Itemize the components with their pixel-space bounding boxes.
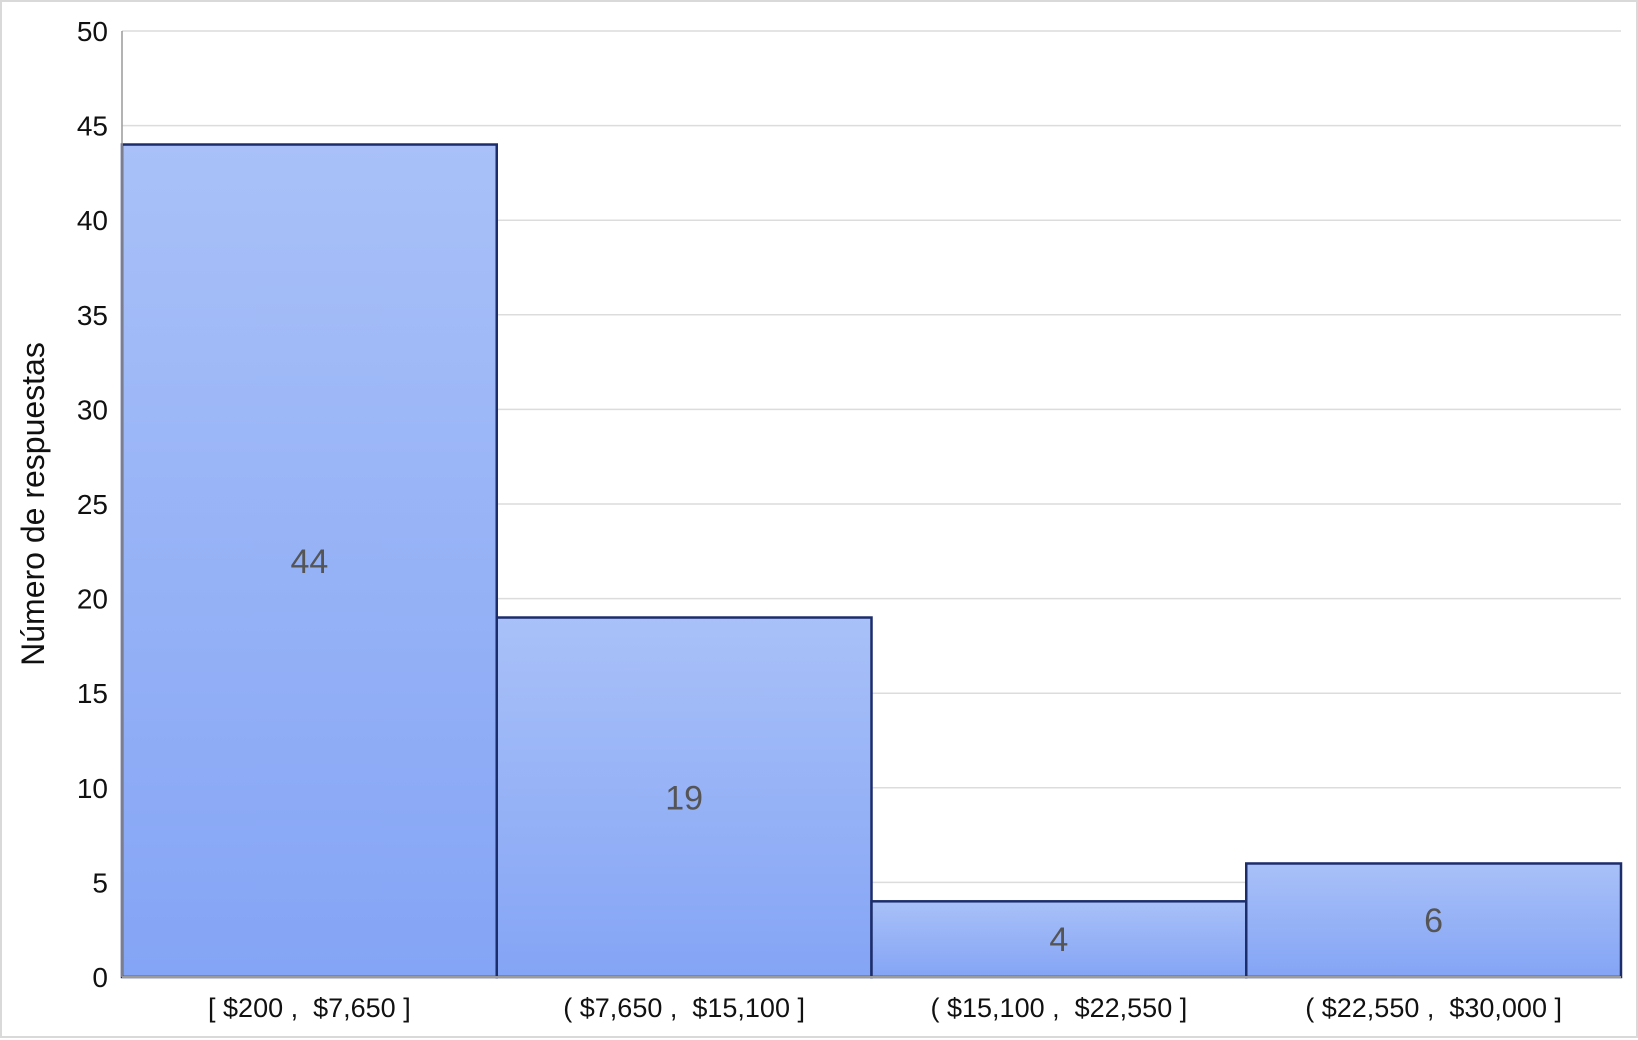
y-tick-label: 25	[77, 489, 108, 520]
data-labels: 44 19 4 6	[290, 543, 1443, 959]
bar-data-label: 6	[1424, 902, 1443, 940]
y-axis-title: Número de respuestas	[15, 342, 51, 666]
histogram-bar	[1245, 862, 1623, 979]
y-tick-label: 30	[77, 394, 108, 425]
y-tick-label: 20	[77, 584, 108, 615]
y-tick-label: 45	[77, 111, 108, 142]
y-tick-label: 10	[77, 773, 108, 804]
bars	[120, 143, 1623, 979]
histogram-bar	[495, 616, 873, 979]
bar-data-label: 4	[1049, 921, 1068, 959]
y-tick-label: 15	[77, 678, 108, 709]
bar-data-label: 19	[665, 779, 703, 817]
x-category-label: [ $200 , $7,650 ]	[208, 993, 411, 1023]
x-category-label: ( $15,100 , $22,550 ]	[931, 993, 1188, 1023]
x-axis-categories: [ $200 , $7,650 ] ( $7,650 , $15,100 ] ( $…	[208, 993, 1562, 1023]
y-tick-label: 50	[77, 16, 108, 47]
histogram-bar	[120, 143, 498, 979]
y-tick-label: 0	[92, 962, 108, 993]
x-category-label: ( $7,650 , $15,100 ]	[563, 993, 805, 1023]
y-tick-label: 35	[77, 300, 108, 331]
bar-data-label: 44	[290, 543, 328, 581]
x-category-label: ( $22,550 , $30,000 ]	[1305, 993, 1562, 1023]
y-tick-label: 40	[77, 205, 108, 236]
y-tick-label: 5	[92, 867, 108, 898]
y-axis-ticks: 0 5 10 15 20 25 30 35 40 45 50	[77, 16, 108, 993]
